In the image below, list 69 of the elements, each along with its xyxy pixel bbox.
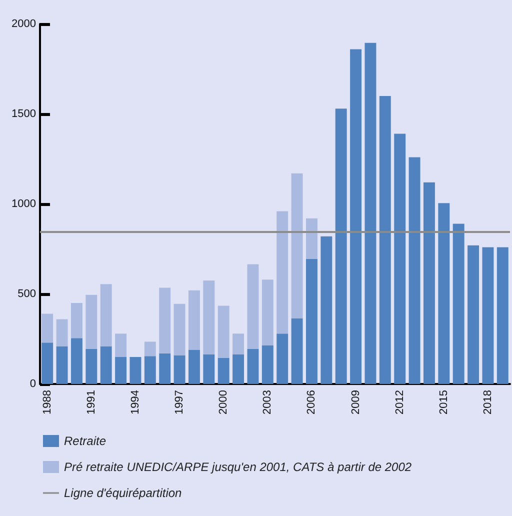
y-tick-label: 500 bbox=[18, 288, 36, 300]
bar bbox=[144, 356, 156, 384]
x-tick-label: 1991 bbox=[85, 390, 98, 414]
x-tick-label: 2000 bbox=[218, 390, 230, 414]
bar bbox=[218, 358, 230, 384]
legend-label: Pré retraite UNEDIC/ARPE jusqu'en 2001, CATS à partir de 2002 bbox=[64, 460, 412, 474]
bar bbox=[276, 334, 288, 384]
x-tick-label: 2015 bbox=[438, 390, 450, 414]
bar bbox=[350, 49, 362, 384]
bar bbox=[408, 157, 420, 384]
bar bbox=[130, 357, 142, 384]
bar bbox=[159, 353, 171, 384]
bar bbox=[452, 224, 464, 384]
bar bbox=[115, 357, 127, 384]
bar bbox=[232, 354, 244, 384]
y-tick-label: 1500 bbox=[12, 108, 36, 120]
bar bbox=[482, 247, 494, 384]
bar bbox=[203, 280, 215, 354]
y-tick-label: 2000 bbox=[12, 18, 36, 30]
bar bbox=[379, 96, 391, 384]
bar bbox=[306, 218, 318, 259]
bar bbox=[42, 342, 54, 384]
bar bbox=[174, 355, 186, 384]
x-tick-label: 1994 bbox=[129, 390, 142, 414]
bar bbox=[438, 203, 450, 384]
bar bbox=[42, 314, 54, 343]
bar bbox=[291, 173, 303, 318]
bar bbox=[56, 319, 68, 346]
x-tick-label: 2012 bbox=[394, 390, 406, 414]
bar bbox=[159, 288, 171, 354]
y-tick-label: 1000 bbox=[12, 198, 36, 210]
bar bbox=[247, 348, 259, 384]
bar bbox=[70, 338, 82, 384]
bar bbox=[100, 284, 112, 346]
x-tick-label: 2009 bbox=[350, 390, 362, 414]
bar bbox=[86, 294, 98, 349]
bar bbox=[306, 258, 318, 384]
x-tick-label: 2018 bbox=[482, 390, 494, 414]
bar bbox=[291, 318, 303, 384]
bar bbox=[188, 290, 200, 350]
legend-label: Ligne d'équirépartition bbox=[64, 486, 182, 500]
bar bbox=[335, 108, 347, 384]
x-tick-label: 2003 bbox=[262, 390, 274, 414]
bar bbox=[394, 134, 406, 384]
bar bbox=[70, 303, 82, 338]
bar bbox=[100, 346, 112, 384]
x-tick-label: 2006 bbox=[306, 390, 318, 414]
bar bbox=[174, 304, 186, 356]
bar bbox=[262, 345, 274, 384]
bar bbox=[232, 334, 244, 354]
bar bbox=[468, 245, 480, 384]
bar bbox=[144, 342, 156, 356]
bar bbox=[115, 334, 127, 357]
legend-label: Retraite bbox=[64, 434, 106, 448]
y-tick-label: 0 bbox=[30, 378, 36, 390]
bar bbox=[56, 346, 68, 384]
bar bbox=[218, 306, 230, 358]
bar bbox=[276, 211, 288, 334]
bar bbox=[320, 236, 332, 384]
bar bbox=[247, 264, 259, 349]
bar bbox=[496, 247, 508, 384]
bar bbox=[423, 182, 435, 384]
x-tick-label: 1988 bbox=[41, 390, 54, 414]
bar bbox=[262, 280, 274, 346]
bar bbox=[86, 348, 98, 384]
bar bbox=[203, 354, 215, 384]
x-tick-label: 1997 bbox=[174, 390, 186, 414]
bar bbox=[188, 350, 200, 384]
bar bbox=[364, 42, 376, 384]
